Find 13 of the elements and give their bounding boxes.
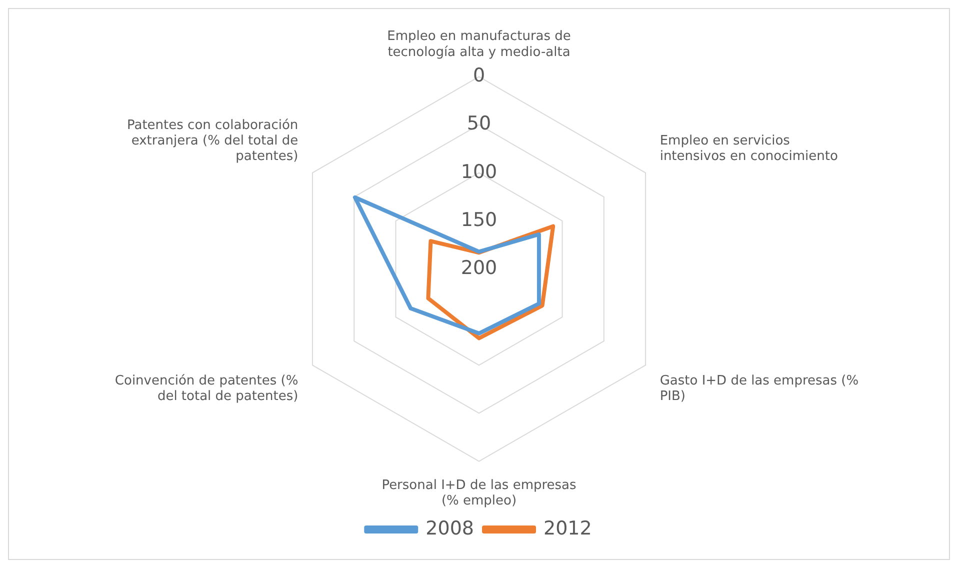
spoke-label: Empleo en manufacturas de tecnología alta y medio-alta [387, 29, 571, 60]
spoke-label: Empleo en servicios intensivos en conocimiento [660, 134, 838, 164]
spoke-label: Personal I+D de las empresas (% empleo) [382, 478, 577, 509]
y-tick-label: 0 [472, 64, 486, 87]
spoke-label: Gasto I+D de las empresas (% PIB) [660, 374, 859, 404]
y-tick-label: 100 [460, 160, 498, 183]
y-tick-label: 50 [466, 112, 492, 135]
legend-label: 2008 [426, 517, 474, 540]
y-tick-label: 150 [460, 208, 498, 231]
spoke-label: Patentes con colaboración extranjera (% del total de patentes) [126, 118, 298, 164]
y-tick-label: 200 [460, 256, 498, 279]
spoke-label: Coinvención de patentes (% del total de patentes) [114, 374, 298, 404]
legend-label: 2012 [544, 517, 592, 540]
